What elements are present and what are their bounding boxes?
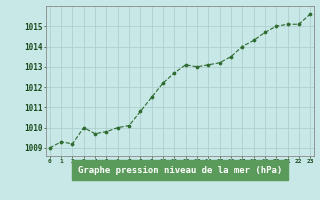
X-axis label: Graphe pression niveau de la mer (hPa): Graphe pression niveau de la mer (hPa) bbox=[78, 166, 282, 175]
